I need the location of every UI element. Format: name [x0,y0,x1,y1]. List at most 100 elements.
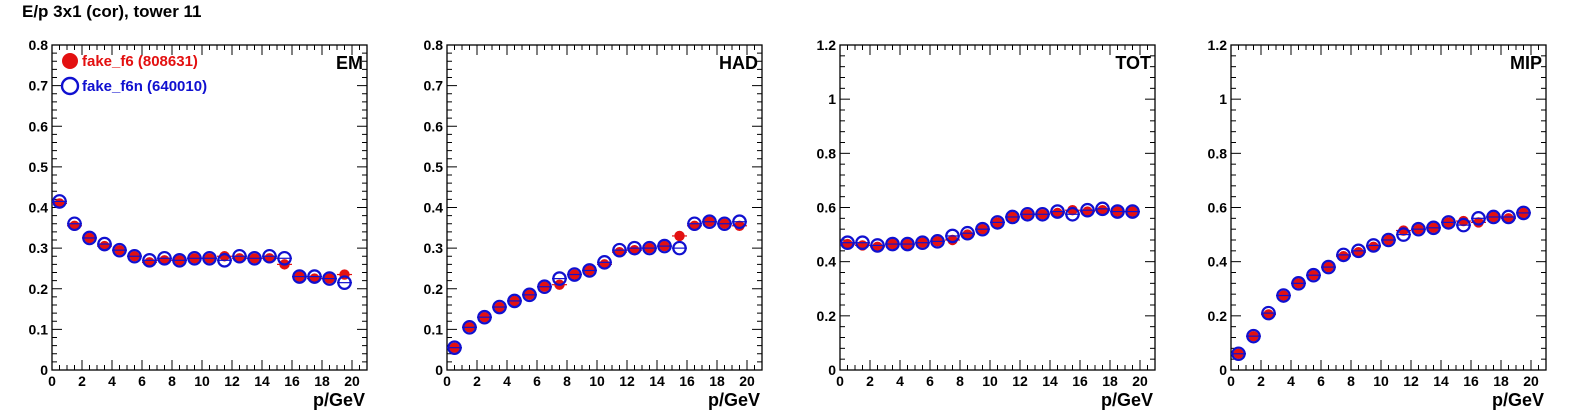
data-point-open [1231,346,1246,362]
x-tick-label: 16 [284,373,300,389]
data-point-open [627,240,642,256]
data-point-open [1516,205,1531,221]
panel-label: MIP [1510,53,1542,73]
data-point-open [1486,209,1501,225]
data-point-filled [1052,207,1063,219]
y-tick-label: 0.7 [424,78,444,94]
x-tick-label: 20 [739,373,755,389]
y-tick-label: 0.8 [424,37,444,53]
x-tick-label: 2 [1257,373,1265,389]
data-point-open [960,225,975,241]
y-tick-label: 0 [828,362,836,378]
data-point-open [1065,206,1080,222]
y-tick-label: 0.5 [424,159,444,175]
data-point-open [732,214,747,230]
data-point-open [885,236,900,252]
data-point-open [1426,220,1441,236]
data-point-open [657,238,672,254]
data-point-open [1276,288,1291,303]
x-tick-label: 12 [619,373,635,389]
plot-frame [446,44,763,371]
y-tick-label: 1.2 [1208,37,1228,53]
x-tick-label: 2 [78,373,86,389]
x-tick-label: 10 [589,373,605,389]
legend-label: fake_f6n (640010) [82,78,207,95]
y-tick-label: 0.2 [1208,308,1228,324]
data-point-open [717,216,732,232]
data-point-open [232,248,247,264]
x-tick-label: 14 [1042,373,1058,389]
y-tick-label: 0.3 [29,240,49,256]
y-tick-label: 0.4 [424,200,444,216]
data-point-open [67,216,82,232]
data-point-open [1351,243,1366,259]
x-tick-label: 20 [1523,373,1539,389]
y-tick-label: 0.4 [817,254,837,270]
data-point-filled [1082,206,1093,217]
y-tick-label: 1.2 [817,37,837,53]
data-point-filled [1353,246,1364,258]
chart-panel-mip: 0 0.2 0.4 0.6 0.8 1 1.2 0 2 4 6 8 10 12 14 16 18 20p/GeV M… [1208,37,1547,410]
x-axis-label: p/GeV [313,390,365,410]
data-point-filled [1097,205,1108,216]
x-tick-label: 18 [1493,373,1509,389]
data-point-open [97,236,112,252]
data-point-open [322,271,337,286]
x-tick-label: 12 [224,373,240,389]
page-title: E/p 3x1 (cor), tower 11 [22,2,202,21]
data-point-open [477,309,492,325]
legend-marker-filled [62,53,78,69]
data-point-open [112,242,127,258]
x-tick-label: 20 [344,373,360,389]
data-point-open [915,235,930,251]
y-tick-label: 0.1 [29,321,49,337]
x-tick-label: 18 [1102,373,1118,389]
data-point-open [1246,328,1261,344]
data-point-open [1411,221,1426,237]
data-point-open [1020,206,1035,222]
x-tick-label: 4 [896,373,904,389]
data-point-open [157,250,172,266]
data-point-open [672,240,687,256]
y-tick-label: 0.8 [29,37,49,53]
data-point-filled [872,241,883,252]
data-point-open [1110,204,1125,219]
data-point-open [337,275,352,290]
data-point-open [855,235,870,251]
data-point-open [462,320,477,335]
y-tick-label: 0 [435,362,443,378]
chart-panel-had: 0 0.1 0.2 0.3 0.4 0.5 0.6 0.7 0.8 0 2 4 6 8 10 12 14 16 18… [424,37,763,410]
data-point-filled [1503,213,1514,224]
data-point-filled [842,238,853,250]
data-point-filled [674,230,685,242]
x-tick-label: 8 [168,373,176,389]
x-axis-label: p/GeV [708,390,760,410]
data-point-open [930,234,945,249]
data-point-open [642,240,657,256]
data-point-open [52,194,67,209]
x-tick-label: 10 [194,373,210,389]
data-point-open [172,253,187,268]
x-tick-label: 16 [679,373,695,389]
data-point-open [597,255,612,270]
x-tick-label: 18 [709,373,725,389]
data-point-open [840,235,855,251]
data-point-open [292,269,307,284]
x-tick-label: 2 [866,373,874,389]
x-tick-label: 4 [1287,373,1295,389]
data-point-open [1366,238,1381,253]
y-tick-label: 0.2 [29,281,49,297]
y-tick-label: 0.1 [424,321,444,337]
data-point-open [1005,209,1020,225]
y-tick-label: 0.3 [424,240,444,256]
chart-panel-em: 0 0.1 0.2 0.3 0.4 0.5 0.6 0.7 0.8 0 2 4 6 8 10 12 14 16 18… [29,37,368,410]
x-tick-label: 10 [1373,373,1389,389]
data-point-open [217,253,232,268]
y-tick-label: 0.4 [29,200,49,216]
chart-panel-tot: 0 0.2 0.4 0.6 0.8 1 1.2 0 2 4 6 8 10 12 14 16 18 20p/GeV T… [817,37,1156,410]
y-tick-label: 0.6 [424,118,444,134]
x-tick-label: 14 [254,373,270,389]
data-point-open [870,238,885,253]
y-tick-label: 0 [40,362,48,378]
